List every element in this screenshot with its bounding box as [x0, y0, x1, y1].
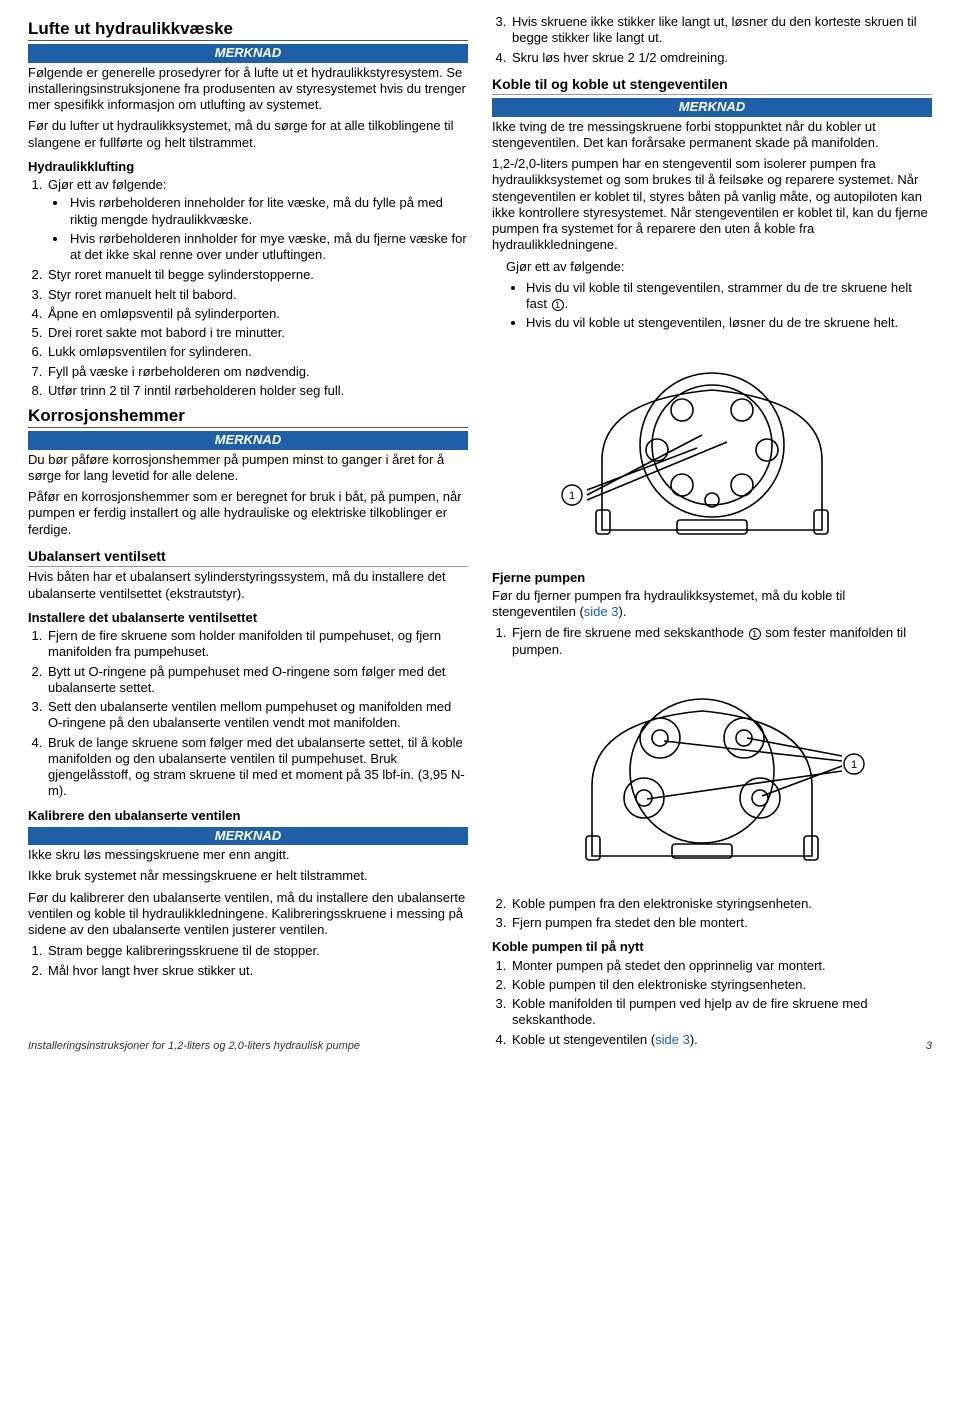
korr-p1: Du bør påføre korrosjonshemmer på pumpen…	[28, 452, 468, 485]
heading-korrosjon: Korrosjonshemmer	[28, 405, 468, 428]
fj-p: Før du fjerner pumpen fra hydraulikksyst…	[492, 588, 932, 621]
hydl-sublist: Hvis rørbeholderen inneholder for lite v…	[68, 195, 468, 263]
heading-hydraulikklufting: Hydraulikklufting	[28, 159, 468, 175]
kob-lead: Gjør ett av følgende:	[506, 259, 932, 275]
inst-1: Fjern de fire skruene som holder manifol…	[46, 628, 468, 661]
hydl-step-1: Gjør ett av følgende: Hvis rørbeholderen…	[46, 177, 468, 263]
kob-a-post: .	[565, 296, 569, 311]
hydl-1b: Hvis rørbeholderen innholder for mye væs…	[68, 231, 468, 264]
footer-page: 3	[926, 1040, 932, 1054]
hydl-step-1-text: Gjør ett av følgende:	[48, 177, 167, 192]
fj-p-post: ).	[618, 604, 626, 619]
kal-3: Hvis skruene ikke stikker like langt ut,…	[510, 14, 932, 47]
inst-steps: Fjern de fire skruene som holder manifol…	[46, 628, 468, 800]
fj-3: Fjern pumpen fra stedet den ble montert.	[510, 915, 932, 931]
heading-fjerne-pumpen: Fjerne pumpen	[492, 570, 932, 586]
kal-4: Skru løs hver skrue 2 1/2 omdreining.	[510, 50, 932, 66]
kp-1: Monter pumpen på stedet den opprinnelig …	[510, 958, 932, 974]
heading-lufte: Lufte ut hydraulikkvæske	[28, 18, 468, 41]
page-footer: Installeringsinstruksjoner for 1,2-liter…	[28, 1040, 932, 1054]
merknad-banner: MERKNAD	[28, 431, 468, 449]
fj-1: Fjern de fire skruene med sekskanthode 1…	[510, 625, 932, 658]
fj-1-pre: Fjern de fire skruene med sekskanthode	[512, 625, 748, 640]
merknad-banner: MERKNAD	[28, 44, 468, 62]
kal-steps-cont: Hvis skruene ikke stikker like langt ut,…	[510, 14, 932, 66]
heading-kalibrere: Kalibrere den ubalanserte ventilen	[28, 808, 468, 824]
kal-p1: Ikke skru løs messingskruene mer enn ang…	[28, 847, 468, 863]
heading-koble-stengeventil: Koble til og koble ut stengeventilen	[492, 76, 932, 96]
fj-steps-cont: Koble pumpen fra den elektroniske styrin…	[510, 896, 932, 932]
inst-3: Sett den ubalanserte ventilen mellom pum…	[46, 699, 468, 732]
merknad-banner: MERKNAD	[492, 98, 932, 116]
kal-p2: Ikke bruk systemet når messingskruene er…	[28, 868, 468, 884]
hydl-step-5: Drei roret sakte mot babord i tre minutt…	[46, 325, 468, 341]
diagram1-callout: 1	[569, 490, 575, 502]
callout-1-icon: 1	[552, 299, 564, 311]
kob-a: Hvis du vil koble til stengeventilen, st…	[526, 280, 932, 313]
kal-1: Stram begge kalibreringsskruene til de s…	[46, 943, 468, 959]
fj-steps: Fjern de fire skruene med sekskanthode 1…	[510, 625, 932, 658]
heading-ubalansert: Ubalansert ventilsett	[28, 548, 468, 568]
footer-title: Installeringsinstruksjoner for 1,2-liter…	[28, 1040, 360, 1054]
kob-b: Hvis du vil koble ut stengeventilen, løs…	[526, 315, 932, 331]
kp-steps: Monter pumpen på stedet den opprinnelig …	[510, 958, 932, 1048]
hydl-step-6: Lukk omløpsventilen for sylinderen.	[46, 344, 468, 360]
korr-p2: Påfør en korrosjonshemmer som er beregne…	[28, 489, 468, 538]
kob-p1: Ikke tving de tre messingskruene forbi s…	[492, 119, 932, 152]
pump-diagram: 1	[492, 666, 932, 886]
hydl-steps: Gjør ett av følgende: Hvis rørbeholderen…	[46, 177, 468, 399]
ubal-p: Hvis båten har et ubalansert sylindersty…	[28, 569, 468, 602]
hydl-step-3: Styr roret manuelt helt til babord.	[46, 287, 468, 303]
fj-2: Koble pumpen fra den elektroniske styrin…	[510, 896, 932, 912]
inst-2: Bytt ut O-ringene på pumpehuset med O-ri…	[46, 664, 468, 697]
kob-p2: 1,2-/2,0-liters pumpen har en stengevent…	[492, 156, 932, 254]
heading-installere: Installere det ubalanserte ventilsettet	[28, 610, 468, 626]
hydl-step-8: Utfør trinn 2 til 7 inntil rørbeholderen…	[46, 383, 468, 399]
kp-3: Koble manifolden til pumpen ved hjelp av…	[510, 996, 932, 1029]
kob-a-pre: Hvis du vil koble til stengeventilen, st…	[526, 280, 912, 311]
hydl-step-4: Åpne en omløpsventil på sylinderporten.	[46, 306, 468, 322]
kob-options: Hvis du vil koble til stengeventilen, st…	[526, 280, 932, 332]
inst-4: Bruk de lange skruene som følger med det…	[46, 735, 468, 800]
hydl-1a: Hvis rørbeholderen inneholder for lite v…	[68, 195, 468, 228]
hydl-step-2: Styr roret manuelt til begge sylindersto…	[46, 267, 468, 283]
diagram2-callout: 1	[851, 759, 857, 771]
callout-1-icon: 1	[749, 628, 761, 640]
kal-steps: Stram begge kalibreringsskruene til de s…	[46, 943, 468, 979]
lufte-p1: Følgende er generelle prosedyrer for å l…	[28, 65, 468, 114]
heading-koble-pumpen: Koble pumpen til på nytt	[492, 939, 932, 955]
fj-p-pre: Før du fjerner pumpen fra hydraulikksyst…	[492, 588, 845, 619]
fj-link[interactable]: side 3	[584, 604, 619, 619]
lufte-p2: Før du lufter ut hydraulikksystemet, må …	[28, 118, 468, 151]
valve-diagram: 1	[492, 340, 932, 560]
merknad-banner: MERKNAD	[28, 827, 468, 845]
kal-2: Mål hvor langt hver skrue stikker ut.	[46, 963, 468, 979]
hydl-step-7: Fyll på væske i rørbeholderen om nødvend…	[46, 364, 468, 380]
kal-p3: Før du kalibrerer den ubalanserte ventil…	[28, 890, 468, 939]
kp-2: Koble pumpen til den elektroniske styrin…	[510, 977, 932, 993]
